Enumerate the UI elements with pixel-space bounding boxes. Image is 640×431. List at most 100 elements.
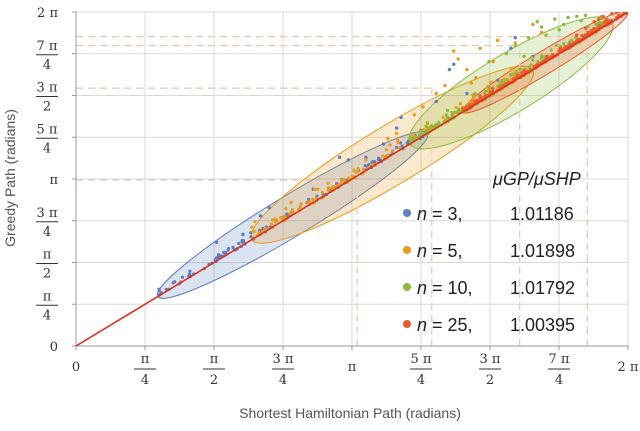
point-n5 [471,93,475,97]
point-n5 [269,222,274,226]
outlier-point-n10 [487,59,491,64]
outlier-point-n5 [474,75,478,80]
y-tick-label: 2 [43,267,51,282]
point-n10 [554,43,558,48]
outlier-point-n5 [421,105,425,109]
point-n10 [453,110,457,115]
outlier-point-n10 [557,28,561,32]
outlier-point-n5 [386,136,390,141]
point-n10 [443,118,447,122]
point-n5 [298,205,302,209]
x-tick-label: 4 [417,373,425,388]
outlier-point-n5 [469,81,474,85]
y-tick-label: 5 π [37,122,58,137]
point-n5 [299,202,303,206]
x-tick-label: π [348,360,357,375]
grid [76,11,629,346]
point-n5 [356,166,360,171]
point-n5 [252,229,256,234]
point-n25 [583,34,587,38]
point-n5 [273,219,278,224]
point-n5 [510,67,514,71]
x-tick-label: π [141,352,150,367]
outlier-point-n3 [394,126,399,130]
outlier-point-n10 [583,13,588,18]
point-n3 [394,145,399,149]
point-n5 [273,217,277,221]
tick-labels: 0 π 4 π 2 3 π 4 π 5 π 4 3 π 2 7 π 4 2 π 0 π 4 π 2 3 π 4 π 5 π 4 3… [36,6,639,388]
legend-entry-n3: n = 3, [417,204,463,224]
point-n10 [594,23,598,27]
axes [72,11,629,350]
point-n3 [227,246,231,251]
point-n25 [587,30,591,35]
outlier-point-n5 [412,113,416,117]
legend-entry-n10: n = 10, [417,278,473,298]
point-n10 [409,136,413,140]
legend-ratio-n5: 1.01898 [510,241,575,261]
max-dashed-lines [76,35,588,346]
y-tick-label: 2 [43,100,51,115]
y-tick-label: 4 [43,58,51,73]
outlier-point-n3 [267,206,271,210]
y-tick-label: 3 π [37,206,58,221]
point-n5 [390,149,394,153]
outlier-point-n3 [381,142,386,146]
x-tick-label: 3 π [273,352,294,367]
point-n25 [520,71,524,75]
point-n5 [458,102,463,106]
point-n3 [376,156,381,160]
point-n10 [456,110,460,114]
point-n5 [352,168,356,172]
outlier-point-n5 [394,131,399,136]
legend-entry-n5: n = 5, [417,241,463,261]
point-n25 [475,98,479,103]
point-n5 [361,167,366,171]
outlier-point-n5 [478,46,482,51]
point-n5 [330,186,334,190]
point-n10 [457,107,461,111]
point-n10 [425,121,430,126]
point-n25 [491,86,495,90]
legend-n-value: = 5, [432,241,463,261]
point-n25 [546,56,550,60]
point-n10 [600,21,604,25]
point-n5 [395,138,400,142]
outlier-point-n10 [509,73,513,77]
outlier-point-n25 [597,17,601,21]
point-n10 [496,84,500,88]
outlier-point-n25 [575,33,579,37]
outlier-point-n10 [566,15,570,20]
point-n10 [473,93,477,97]
outlier-point-n3 [452,62,456,66]
legend-n-symbol: n [417,315,432,335]
point-n3 [249,235,253,239]
data-points [76,12,628,346]
y-tick-label: 2 π [37,6,58,21]
point-n3 [216,253,221,257]
point-n25 [592,26,596,31]
x-tick-label: 3 π [480,352,501,367]
point-n10 [531,58,535,62]
x-tick-label: 2 [486,373,494,388]
legend-n-symbol: n [417,204,432,224]
x-tick-label: 2 [210,373,218,388]
point-n3 [180,275,185,279]
outlier-point-n10 [504,51,509,56]
point-n10 [445,108,450,112]
point-n3 [367,163,371,167]
y-tick-label: π [43,248,52,263]
point-n10 [573,36,578,40]
outlier-point-n3 [434,99,438,104]
outlier-point-n3 [214,240,219,245]
y-tick-label: 4 [43,225,51,240]
outlier-point-n5 [465,67,469,72]
point-n5 [489,80,493,84]
x-axis-label: Shortest Hamiltonian Path (radians) [239,405,461,421]
legend-ratio-n10: 1.01792 [510,278,575,298]
point-n10 [487,86,492,90]
x-tick-label: π [210,352,219,367]
outlier-point-n3 [241,232,245,237]
outlier-point-n5 [491,59,496,64]
